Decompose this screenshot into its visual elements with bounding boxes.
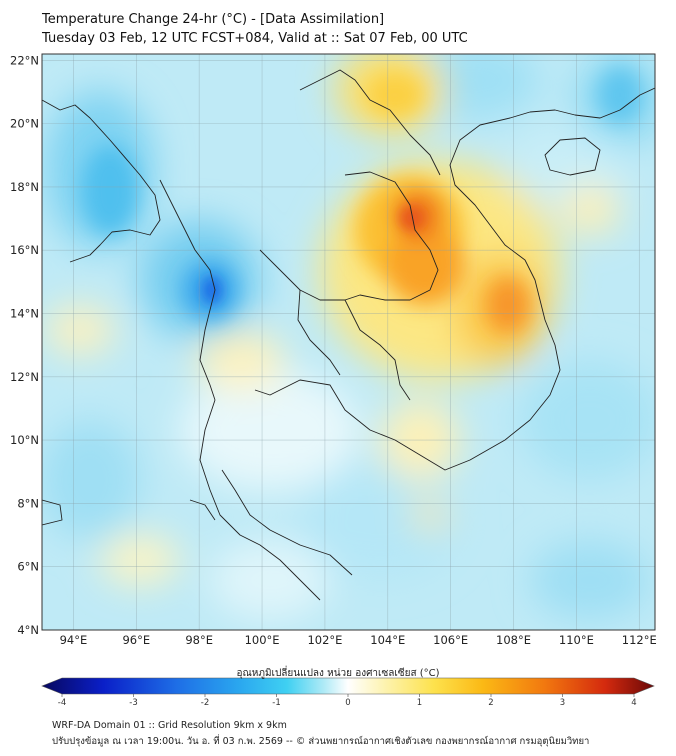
longitude-label: 100°E [245, 633, 280, 647]
map-subtitle: Tuesday 03 Feb, 12 UTC FCST+084, Valid a… [42, 31, 468, 46]
colorbar: -4 -3 -2 -1 0 1 2 3 4 [41, 677, 655, 708]
longitude-label: 98°E [185, 633, 213, 647]
longitude-label: 108°E [496, 633, 531, 647]
graticule-lines [42, 54, 655, 630]
colorbar-tick-label: 0 [345, 698, 350, 708]
latitude-labels: 22°N 20°N 18°N 16°N 14°N 12°N 10°N 8°N 6°N 4°N [10, 53, 39, 637]
map-frame [41, 53, 656, 631]
map-title: Temperature Change 24-hr (°C) - [Data As… [42, 12, 385, 27]
latitude-label: 14°N [10, 307, 39, 321]
colorbar-ticks: -4 -3 -2 -1 0 1 2 3 4 [58, 694, 637, 708]
colorbar-tick-label: -4 [58, 698, 66, 708]
longitude-label: 94°E [60, 633, 88, 647]
latitude-label: 18°N [10, 180, 39, 194]
colorbar-tick-label: -3 [129, 698, 137, 708]
latitude-label: 10°N [10, 433, 39, 447]
colorbar-tick-label: -1 [272, 698, 280, 708]
footer-update-info: ปรับปรุงข้อมูล ณ เวลา 19:00น. วัน อ. ที่… [52, 736, 590, 747]
latitude-label: 6°N [17, 560, 39, 574]
longitude-labels: 94°E 96°E 98°E 100°E 102°E 104°E 106°E 108°E 110… [60, 633, 657, 647]
longitude-label: 102°E [307, 633, 342, 647]
latitude-label: 22°N [10, 53, 39, 67]
colorbar-tick-label: 4 [631, 698, 636, 708]
longitude-label: 104°E [370, 633, 405, 647]
colorbar-tick-label: -2 [201, 698, 209, 708]
colorbar-title: อุณหภูมิเปลี่ยนแปลง หน่วย องศาเซลเซียส (… [236, 668, 440, 679]
longitude-label: 112°E [622, 633, 657, 647]
colorbar-tick-label: 1 [417, 698, 422, 708]
footer-model-info: WRF-DA Domain 01 :: Grid Resolution 9km … [52, 720, 287, 731]
latitude-label: 20°N [10, 117, 39, 131]
latitude-label: 16°N [10, 243, 39, 257]
colorbar-tick-label: 3 [560, 698, 565, 708]
longitude-label: 96°E [122, 633, 150, 647]
colorbar-tick-label: 2 [488, 698, 493, 708]
longitude-label: 110°E [559, 633, 594, 647]
longitude-label: 106°E [433, 633, 468, 647]
coastlines [42, 69, 655, 601]
latitude-label: 4°N [17, 623, 39, 637]
latitude-label: 12°N [10, 370, 39, 384]
temperature-field [42, 54, 655, 630]
latitude-label: 8°N [17, 496, 39, 510]
